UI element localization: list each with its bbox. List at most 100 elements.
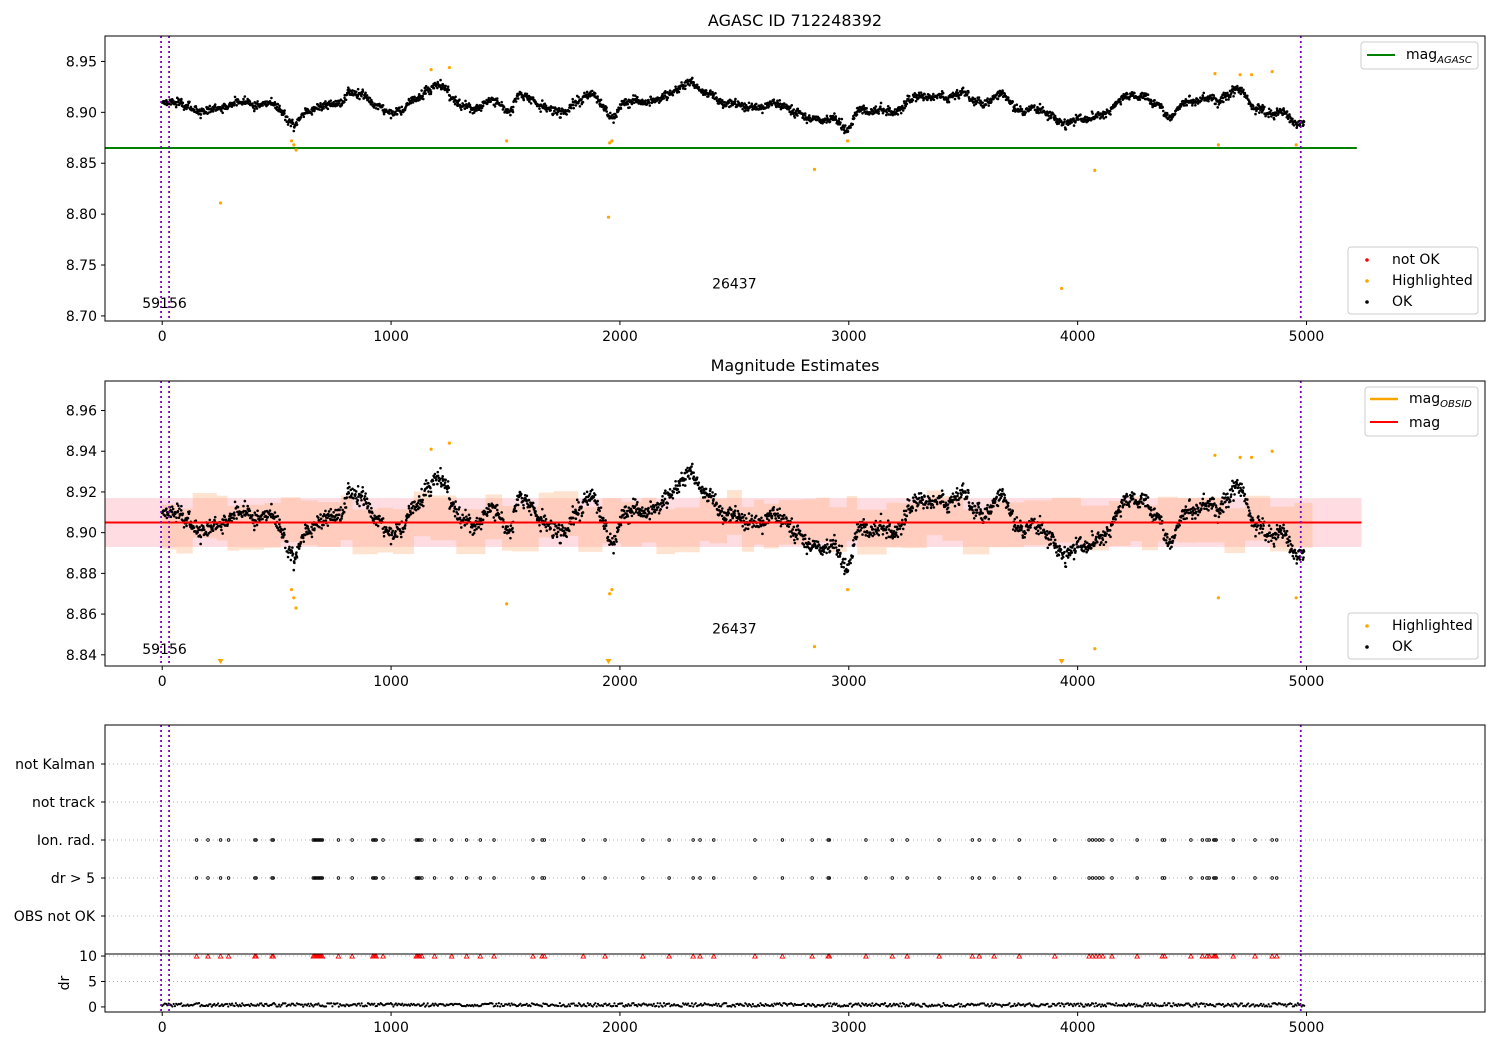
ok-point: [444, 84, 447, 88]
ok-point: [965, 495, 969, 499]
ok-point: [1133, 492, 1136, 496]
ok-point: [1101, 114, 1105, 118]
ok-point: [990, 100, 993, 104]
ok-point: [632, 101, 636, 105]
ok-point: [736, 509, 740, 513]
ok-point: [602, 103, 605, 107]
ok-point: [650, 512, 654, 515]
ok-point: [1188, 94, 1191, 98]
ok-point: [529, 102, 533, 105]
ok-point: [985, 506, 989, 510]
ok-point: [479, 109, 483, 112]
ok-point: [444, 478, 447, 482]
ok-point: [578, 105, 582, 108]
ok-point: [602, 516, 605, 520]
ok-point: [350, 492, 354, 495]
ok-point: [288, 545, 291, 549]
ok-point: [462, 516, 466, 520]
ok-point: [500, 511, 503, 514]
ok-point: [885, 536, 888, 540]
ok-point: [332, 100, 335, 104]
ok-point: [337, 513, 341, 516]
ok-point: [334, 99, 337, 103]
ok-point: [481, 518, 485, 522]
ok-point: [1061, 123, 1065, 126]
ok-point: [352, 496, 355, 500]
ok-point: [789, 112, 793, 116]
ok-point: [371, 511, 374, 515]
ok-point: [750, 517, 753, 521]
ok-point: [255, 523, 259, 527]
ok-point: [778, 102, 782, 105]
ok-point: [439, 78, 442, 82]
ok-point: [833, 112, 836, 115]
obsid-band-segment: [413, 491, 431, 537]
legend-agasc-subscript: AGASC: [1436, 55, 1472, 66]
highlighted-point: [292, 143, 296, 147]
ok-point: [653, 510, 657, 514]
ok-point: [382, 112, 386, 116]
ok-point: [391, 529, 394, 533]
ok-point: [580, 514, 584, 518]
ok-point: [1251, 104, 1255, 108]
ok-point: [553, 528, 556, 532]
ok-point: [834, 546, 838, 549]
ok-point: [278, 518, 281, 521]
ok-point: [516, 503, 520, 507]
ok-point: [855, 530, 858, 534]
ok-point: [443, 481, 447, 484]
ok-point: [199, 113, 203, 116]
ok-point: [839, 121, 842, 124]
ok-point: [895, 525, 899, 529]
ok-point: [793, 541, 797, 545]
y-tick-label: 8.90: [66, 105, 97, 121]
ok-point: [365, 94, 369, 97]
ok-point: [559, 534, 563, 537]
ok-point: [354, 493, 357, 496]
ok-point: [596, 503, 599, 506]
ok-point: [904, 509, 908, 513]
ok-point: [1075, 543, 1078, 546]
ok-point: [1082, 549, 1086, 553]
ok-point: [971, 508, 974, 512]
ok-point: [896, 113, 900, 116]
ok-point: [1224, 98, 1228, 101]
ok-point: [593, 92, 597, 95]
ok-point: [695, 476, 699, 479]
ok-point: [720, 509, 724, 513]
ok-point: [873, 532, 876, 536]
ok-point: [862, 518, 865, 521]
ok-point: [421, 94, 424, 98]
ok-point: [796, 114, 799, 117]
ok-point: [242, 97, 245, 101]
ok-point: [420, 487, 423, 491]
ok-point: [911, 496, 915, 499]
ok-point: [381, 517, 385, 520]
ok-point: [204, 110, 208, 114]
ok-point: [493, 105, 497, 108]
ok-point: [741, 107, 744, 111]
ok-point: [400, 105, 404, 109]
ok-point: [792, 108, 796, 111]
ok-point: [1102, 543, 1106, 547]
ok-point: [1013, 104, 1017, 107]
ok-point: [671, 496, 675, 500]
ok-point: [861, 533, 864, 536]
ok-point: [411, 511, 415, 515]
ok-point: [1239, 92, 1243, 96]
ok-point: [944, 501, 948, 505]
ok-point: [192, 526, 196, 529]
ok-point: [1138, 98, 1142, 101]
ok-point: [692, 81, 695, 84]
ok-point: [707, 95, 710, 98]
ok-point: [657, 511, 661, 515]
ok-point: [501, 108, 505, 111]
ok-point: [364, 492, 367, 495]
ok-point: [720, 514, 724, 518]
ok-point: [733, 511, 736, 515]
ok-point: [549, 108, 552, 112]
ok-point: [987, 104, 991, 107]
ok-point: [605, 529, 609, 533]
ok-point: [834, 539, 838, 543]
x-tick-label: 4000: [1060, 329, 1096, 345]
